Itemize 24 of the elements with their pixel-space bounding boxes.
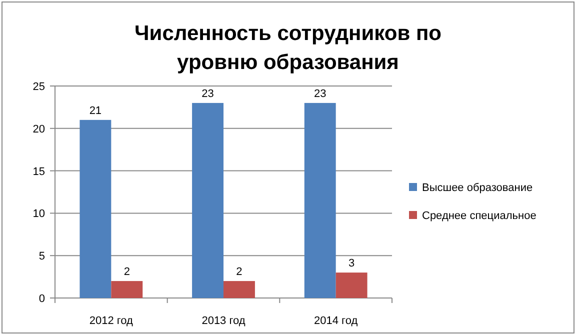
y-tick-label: 10: [32, 208, 45, 220]
y-tick-label: 15: [32, 166, 45, 178]
bar: [224, 281, 255, 298]
bar: [336, 272, 368, 298]
y-tick-label: 0: [38, 293, 45, 305]
bar: [80, 120, 112, 298]
x-tick-label: 2012 год: [89, 315, 134, 327]
legend-label: Среднее специальное: [422, 210, 536, 222]
data-label: 2: [124, 266, 130, 278]
data-label: 3: [348, 258, 355, 270]
x-tick-label: 2013 год: [202, 315, 246, 327]
data-label: 23: [314, 88, 326, 100]
y-tick-label: 25: [32, 81, 45, 93]
bar: [304, 102, 336, 298]
bar: [111, 281, 143, 298]
chart-title: Численность сотрудников по уровню образования: [134, 22, 442, 74]
data-label: 21: [89, 104, 102, 117]
x-tick-label: 2014 год: [314, 315, 358, 327]
y-tick-label: 20: [32, 123, 45, 136]
legend-label: Высшее образование: [422, 182, 533, 194]
bar: [192, 102, 224, 298]
data-label: 2: [236, 266, 242, 278]
data-label: 23: [202, 88, 214, 100]
y-tick-label: 5: [38, 250, 45, 263]
